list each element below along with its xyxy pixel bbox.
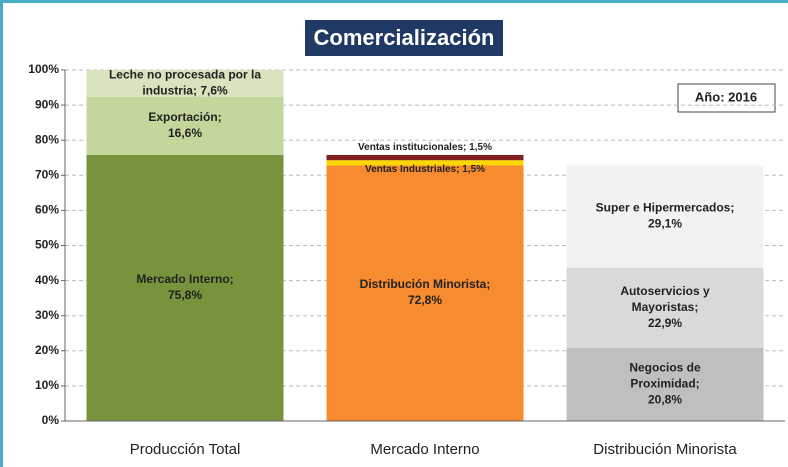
bar-segment: [86, 96, 284, 155]
x-tick-label: Mercado Interno: [370, 441, 479, 458]
x-tick-label: Distribución Minorista: [593, 441, 737, 458]
chart-title: Comercialización: [314, 25, 495, 50]
bar-segment: [326, 154, 524, 161]
bar-segment: [326, 165, 524, 421]
bar-segment: [566, 267, 764, 348]
bar-segment: [566, 347, 764, 421]
data-label: Negocios de Proximidad; 20,8%: [629, 361, 701, 407]
y-tick-label: 70%: [35, 167, 59, 181]
bar-segment: [86, 154, 284, 421]
title-box: [305, 20, 503, 56]
bar-segment: [326, 160, 524, 166]
data-label: Mercado Interno; 75,8%: [136, 272, 233, 302]
annotation: Año: 2016: [695, 89, 757, 104]
data-label: Leche no procesada por la industria; 7,6%: [109, 68, 261, 98]
y-tick-label: 40%: [35, 273, 59, 287]
y-tick-label: 0%: [42, 413, 60, 427]
y-tick-label: 30%: [35, 308, 59, 322]
y-tick-label: 10%: [35, 378, 59, 392]
annotation-box: [677, 83, 776, 113]
y-tick-label: 20%: [35, 343, 59, 357]
bar-segment: [566, 165, 764, 268]
x-tick-label: Producción Total: [130, 441, 241, 458]
y-tick-label: 50%: [35, 238, 59, 252]
y-tick-label: 80%: [35, 132, 59, 146]
data-label: Autoservicios y Mayoristas; 22,9%: [620, 284, 710, 330]
y-tick-label: 90%: [35, 97, 59, 111]
data-label: Super e Hipermercados; 29,1%: [596, 201, 735, 231]
data-label: Distribución Minorista; 72,8%: [360, 277, 491, 307]
data-label: Ventas Industriales; 1,5%: [365, 164, 485, 175]
data-label: Exportación; 16,6%: [148, 110, 221, 140]
bar-segment: [86, 70, 284, 97]
y-tick-label: 100%: [28, 62, 59, 76]
y-tick-label: 60%: [35, 203, 59, 217]
data-label: Ventas institucionales; 1,5%: [358, 142, 492, 153]
